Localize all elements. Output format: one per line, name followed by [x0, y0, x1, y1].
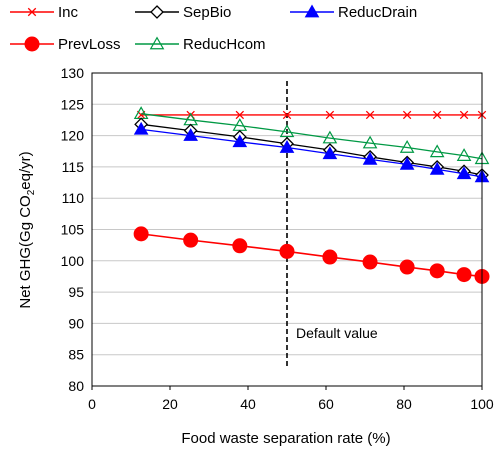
data-point [456, 148, 472, 161]
y-axis-title-subscript: 2 [26, 189, 37, 195]
y-tick-label: 115 [62, 159, 85, 175]
series-line [141, 128, 483, 178]
y-tick-label: 90 [68, 315, 84, 331]
series-ReducDrain [133, 121, 490, 183]
y-tick-label: 95 [68, 284, 84, 300]
data-point [399, 139, 415, 153]
y-tick-label: 125 [61, 96, 85, 112]
legend-label: ReducDrain [338, 4, 417, 21]
x-tick-label: 0 [88, 396, 96, 412]
y-tick-label: 120 [61, 128, 85, 144]
data-point [399, 259, 415, 275]
data-point [279, 124, 295, 138]
data-point [322, 249, 338, 265]
data-point [325, 110, 335, 120]
data-point [282, 110, 292, 120]
data-point [429, 263, 445, 279]
data-point [459, 110, 469, 120]
data-point [150, 5, 164, 19]
plot-frame [91, 72, 483, 387]
data-point [133, 121, 149, 135]
data-point [133, 106, 149, 120]
y-tick-label: 105 [61, 222, 85, 238]
legend-entry: ReducHcom [135, 36, 266, 53]
series-line [141, 233, 483, 278]
legend-label: PrevLoss [58, 36, 121, 53]
data-point [235, 110, 245, 120]
axis-ticks: 80 85 90 95 100 105 110 115 120 125 130 0 20 40 60 80 10… [61, 65, 494, 412]
data-point [304, 4, 320, 18]
default-value-group: Default value [286, 81, 378, 368]
legend-entry: PrevLoss [10, 36, 121, 53]
data-point [133, 226, 149, 242]
x-tick-label: 80 [396, 396, 412, 412]
data-point [399, 156, 415, 170]
y-axis-title-part-1: Net GHG(Gg CO [17, 195, 34, 308]
data-point [402, 110, 412, 120]
data-point [456, 267, 472, 283]
legend: Inc SepBio ReducDrain PrevLoss ReducHcom [10, 4, 417, 53]
series-Inc [136, 110, 487, 120]
data-point [322, 130, 338, 144]
y-axis-title-part-2: eq/yr) [17, 151, 34, 189]
y-tick-label: 100 [61, 253, 85, 269]
data-point [24, 36, 40, 52]
data-point [456, 166, 472, 180]
data-point [27, 7, 37, 17]
data-point [279, 243, 295, 259]
series-line [141, 123, 483, 176]
x-tick-label: 40 [240, 396, 256, 412]
data-point [232, 238, 248, 254]
legend-label: SepBio [183, 4, 231, 21]
data-point [232, 134, 248, 148]
legend-label: ReducHcom [183, 36, 266, 53]
data-point [322, 146, 338, 160]
data-point [429, 161, 445, 175]
data-point [149, 36, 165, 50]
data-point [362, 151, 378, 165]
series-PrevLoss [133, 226, 490, 284]
y-tick-label: 85 [68, 347, 84, 363]
x-axis-title: Food waste separation rate (%) [181, 430, 390, 447]
data-point [362, 254, 378, 270]
legend-entry: ReducDrain [290, 4, 417, 21]
data-point [429, 144, 445, 158]
data-point [183, 232, 199, 248]
series-line [141, 113, 483, 160]
legend-label: Inc [58, 4, 79, 21]
x-tick-label: 20 [162, 396, 178, 412]
data-point [279, 139, 295, 153]
default-value-label: Default value [296, 325, 378, 341]
series-layer [133, 106, 490, 284]
x-tick-label: 60 [318, 396, 334, 412]
y-axis-title: Net GHG(Gg CO2eq/yr) [17, 151, 37, 308]
legend-entry: SepBio [135, 4, 231, 21]
legend-entry: Inc [10, 4, 79, 21]
x-tick-label: 100 [470, 396, 494, 412]
y-tick-label: 110 [62, 190, 85, 206]
data-point [362, 135, 378, 149]
data-point [365, 110, 375, 120]
y-tick-label: 80 [68, 378, 84, 394]
y-tick-label: 130 [61, 65, 85, 81]
data-point [183, 128, 199, 141]
data-point [432, 110, 442, 120]
